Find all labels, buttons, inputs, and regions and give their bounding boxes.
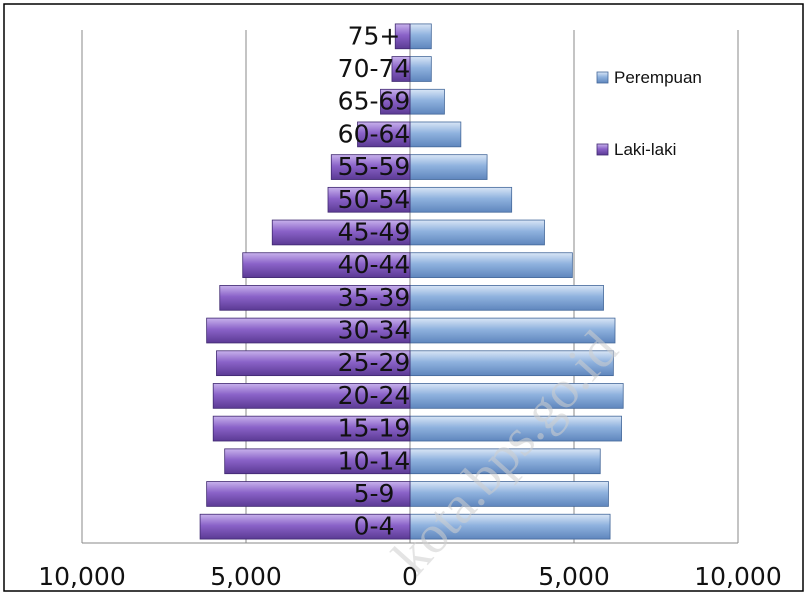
category-label: 0-4 xyxy=(354,512,395,541)
category-label: 40-44 xyxy=(338,250,411,279)
bar-perempuan xyxy=(409,415,622,442)
bar-laki-laki xyxy=(330,154,411,180)
bar-laki-laki xyxy=(380,88,411,115)
category-label: 30-34 xyxy=(338,316,411,345)
bar-perempuan xyxy=(409,121,462,148)
bar-perempuan xyxy=(409,186,513,213)
bar-perempuan xyxy=(409,317,616,344)
bar-perempuan xyxy=(409,252,573,278)
bar-laki-laki xyxy=(219,285,411,311)
bar-laki-laki xyxy=(206,317,411,344)
category-label: 50-54 xyxy=(338,185,411,214)
legend-laki-laki-label: Laki-laki xyxy=(614,140,676,159)
category-label: 75+ xyxy=(348,21,401,50)
x-tick-label: 5,000 xyxy=(538,562,610,591)
bar-perempuan xyxy=(409,154,488,180)
bar-laki-laki xyxy=(357,121,411,148)
bar-perempuan xyxy=(409,88,445,115)
bar-laki-laki xyxy=(394,23,411,50)
bar-perempuan xyxy=(409,448,601,475)
bar-perempuan xyxy=(409,383,624,409)
category-label: 5-9 xyxy=(354,479,395,508)
category-label: 65-69 xyxy=(338,87,411,116)
x-tick-label: 10,000 xyxy=(38,562,125,591)
category-label: 70-74 xyxy=(338,54,411,83)
x-tick-label: 5,000 xyxy=(210,562,282,591)
category-label: 10-14 xyxy=(338,446,411,475)
category-label: 60-64 xyxy=(338,119,411,148)
legend-perempuan-swatch xyxy=(596,71,609,84)
x-tick-label: 0 xyxy=(402,562,418,591)
x-tick-label: 10,000 xyxy=(694,562,781,591)
bar-laki-laki xyxy=(224,448,411,475)
bar-laki-laki xyxy=(206,481,411,507)
legend-laki-laki-swatch xyxy=(596,143,609,156)
bar-laki-laki xyxy=(212,383,411,409)
category-label: 35-39 xyxy=(338,283,411,312)
bar-laki-laki xyxy=(271,219,411,246)
bar-perempuan xyxy=(409,23,432,50)
bar-laki-laki xyxy=(391,56,411,82)
category-label: 55-59 xyxy=(338,152,411,181)
bar-laki-laki xyxy=(216,350,411,377)
bar-laki-laki xyxy=(212,415,411,442)
bar-perempuan xyxy=(409,350,614,377)
bar-laki-laki xyxy=(199,513,411,540)
bar-laki-laki xyxy=(242,252,411,278)
category-label: 20-24 xyxy=(338,381,411,410)
bar-perempuan xyxy=(409,513,611,540)
bar-laki-laki xyxy=(327,186,411,213)
bar-perempuan xyxy=(409,219,545,246)
bar-perempuan xyxy=(409,285,604,311)
category-label: 45-49 xyxy=(338,217,411,246)
bar-perempuan xyxy=(409,56,432,82)
category-label: 15-19 xyxy=(338,414,411,443)
bar-perempuan xyxy=(409,481,609,507)
category-label: 25-29 xyxy=(338,348,411,377)
legend-perempuan-label: Perempuan xyxy=(614,68,702,87)
